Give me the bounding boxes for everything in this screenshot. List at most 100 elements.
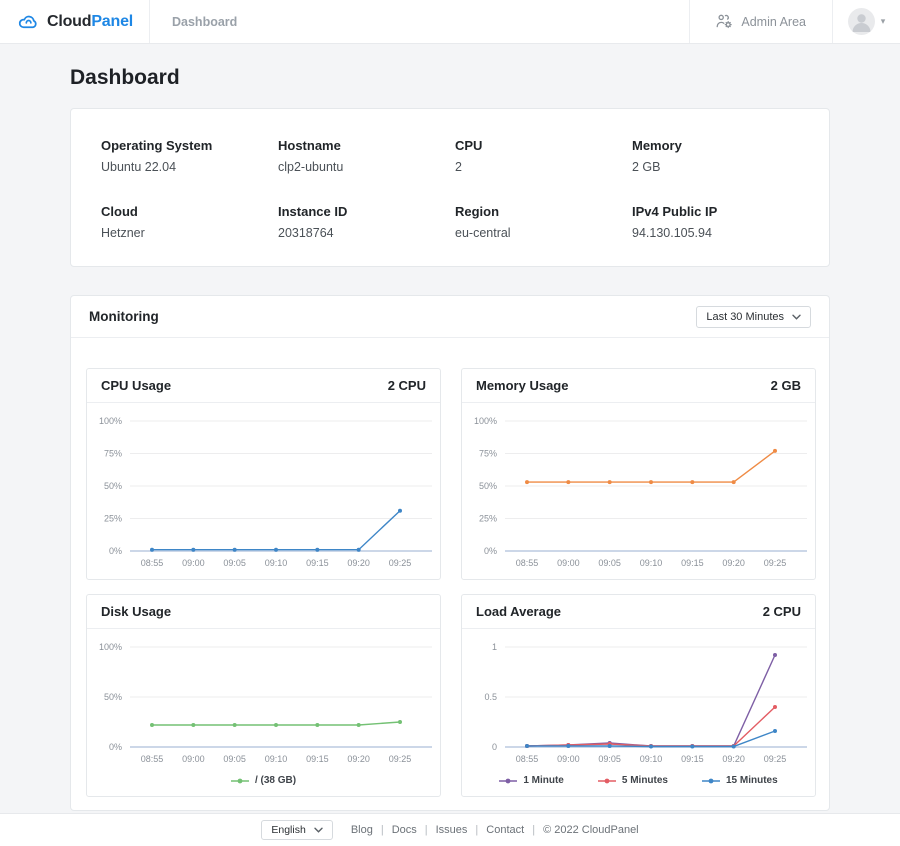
svg-text:09:25: 09:25 bbox=[764, 754, 787, 764]
chart-title: Disk Usage bbox=[101, 604, 172, 619]
legend-line-icon bbox=[499, 777, 518, 785]
chevron-down-icon bbox=[792, 314, 801, 320]
separator: | bbox=[532, 824, 536, 836]
svg-text:09:25: 09:25 bbox=[389, 754, 412, 764]
server-info-field: CPU 2 bbox=[455, 138, 622, 174]
svg-text:09:20: 09:20 bbox=[347, 558, 370, 568]
svg-text:08:55: 08:55 bbox=[141, 754, 164, 764]
copyright: © 2022 CloudPanel bbox=[543, 824, 639, 836]
footer-link-contact[interactable]: Contact bbox=[486, 824, 525, 836]
svg-text:09:10: 09:10 bbox=[265, 754, 288, 764]
footer: English Blog | Docs | Issues | Contact | © 2022 … bbox=[0, 813, 900, 846]
chart-title: Load Average bbox=[476, 604, 562, 619]
info-label: IPv4 Public IP bbox=[632, 204, 718, 219]
svg-text:100%: 100% bbox=[99, 416, 122, 426]
server-info-field: Cloud Hetzner bbox=[101, 204, 268, 240]
svg-text:09:15: 09:15 bbox=[681, 558, 704, 568]
svg-text:08:55: 08:55 bbox=[516, 754, 539, 764]
breadcrumb-dashboard-link[interactable]: Dashboard bbox=[172, 14, 238, 29]
svg-text:0%: 0% bbox=[109, 742, 122, 752]
legend-item: / (38 GB) bbox=[230, 775, 296, 786]
info-label: Region bbox=[455, 204, 500, 219]
info-label: CPU bbox=[455, 138, 483, 153]
time-range-select[interactable]: Last 30 Minutes bbox=[696, 305, 811, 328]
load-average-chart: 0 0.5 1 08:55 09:00 09:05 09:10 09:15 09:20 09:25 bbox=[484, 642, 807, 764]
cloud-logo-icon bbox=[18, 11, 39, 32]
legend-item: 1 Minute bbox=[499, 775, 564, 786]
server-info-field: Operating System Ubuntu 22.04 bbox=[101, 138, 268, 174]
svg-text:100%: 100% bbox=[99, 642, 122, 652]
user-menu[interactable]: ▾ bbox=[832, 0, 900, 43]
svg-text:09:20: 09:20 bbox=[722, 558, 745, 568]
memory-usage-chart-card: Memory Usage 2 GB 0% 25% 50% 75% 100% 08:55 09… bbox=[461, 368, 816, 580]
brand-logo[interactable]: CloudPanel bbox=[0, 0, 150, 43]
chart-meta: 2 GB bbox=[770, 378, 801, 393]
info-value: clp2-ubuntu bbox=[278, 160, 344, 174]
svg-text:09:00: 09:00 bbox=[182, 558, 205, 568]
chart-meta: 2 CPU bbox=[387, 378, 426, 393]
disk-usage-chart-card: Disk Usage 0% 50% 100% 08:55 09:00 09:05 09:10… bbox=[86, 594, 441, 797]
legend-line-icon bbox=[597, 777, 616, 785]
brand-name: CloudPanel bbox=[47, 12, 134, 30]
chart-meta: 2 CPU bbox=[762, 604, 801, 619]
svg-text:09:15: 09:15 bbox=[306, 754, 329, 764]
main-content: Dashboard Operating System Ubuntu 22.04 Ho… bbox=[0, 44, 900, 813]
load-average-chart-card: Load Average 2 CPU 0 0.5 1 08:55 09:00 09:05 0… bbox=[461, 594, 816, 797]
svg-text:25%: 25% bbox=[479, 514, 497, 524]
svg-text:09:15: 09:15 bbox=[306, 558, 329, 568]
admin-area-button[interactable]: Admin Area bbox=[689, 0, 832, 43]
info-label: Operating System bbox=[101, 138, 213, 153]
separator: | bbox=[424, 824, 428, 836]
info-value: Hetzner bbox=[101, 226, 145, 240]
svg-text:09:25: 09:25 bbox=[764, 558, 787, 568]
separator: | bbox=[380, 824, 384, 836]
info-value: 20318764 bbox=[278, 226, 334, 240]
page-title: Dashboard bbox=[70, 66, 180, 89]
svg-text:50%: 50% bbox=[104, 481, 122, 491]
svg-text:08:55: 08:55 bbox=[516, 558, 539, 568]
language-select[interactable]: English bbox=[261, 820, 333, 840]
info-value: 2 bbox=[455, 160, 462, 174]
svg-text:0.5: 0.5 bbox=[484, 692, 497, 702]
svg-text:0%: 0% bbox=[109, 546, 122, 556]
info-value: Ubuntu 22.04 bbox=[101, 160, 177, 174]
charts-grid: CPU Usage 2 CPU 0% 25% 50% 75% 100% 08:55 09:0… bbox=[71, 338, 829, 810]
svg-text:09:25: 09:25 bbox=[389, 558, 412, 568]
server-info-field: Region eu-central bbox=[455, 204, 622, 240]
disk-legend: / (38 GB) bbox=[87, 773, 440, 794]
monitoring-title: Monitoring bbox=[89, 309, 159, 324]
chart-title: CPU Usage bbox=[101, 378, 172, 393]
svg-text:50%: 50% bbox=[479, 481, 497, 491]
info-value: 2 GB bbox=[632, 160, 661, 174]
svg-text:09:00: 09:00 bbox=[182, 754, 205, 764]
svg-text:09:10: 09:10 bbox=[265, 558, 288, 568]
chevron-down-icon: ▾ bbox=[880, 16, 886, 26]
svg-text:50%: 50% bbox=[104, 692, 122, 702]
legend-item: 5 Minutes bbox=[597, 775, 668, 786]
svg-text:25%: 25% bbox=[104, 514, 122, 524]
avatar bbox=[847, 8, 875, 35]
legend-item: 15 Minutes bbox=[702, 775, 778, 786]
info-value: eu-central bbox=[455, 226, 511, 240]
svg-text:09:10: 09:10 bbox=[640, 558, 663, 568]
svg-text:09:10: 09:10 bbox=[640, 754, 663, 764]
svg-text:09:05: 09:05 bbox=[598, 754, 621, 764]
info-label: Instance ID bbox=[278, 204, 348, 219]
svg-text:09:20: 09:20 bbox=[722, 754, 745, 764]
footer-link-docs[interactable]: Docs bbox=[391, 824, 417, 836]
admin-users-gear-icon bbox=[716, 14, 733, 29]
footer-link-issues[interactable]: Issues bbox=[435, 824, 468, 836]
server-info-field: IPv4 Public IP 94.130.105.94 bbox=[632, 204, 799, 240]
admin-area-label: Admin Area bbox=[741, 14, 806, 29]
server-info-field: Hostname clp2-ubuntu bbox=[278, 138, 445, 174]
breadcrumb: Dashboard bbox=[150, 0, 689, 43]
monitoring-card: Monitoring Last 30 Minutes CPU Usage 2 C… bbox=[70, 295, 830, 811]
legend-line-icon bbox=[702, 777, 720, 785]
info-value: 94.130.105.94 bbox=[632, 226, 712, 240]
load-legend: 1 Minute 5 Minutes 15 Minutes bbox=[462, 773, 815, 794]
footer-link-blog[interactable]: Blog bbox=[350, 824, 373, 836]
svg-text:09:20: 09:20 bbox=[347, 754, 370, 764]
svg-text:09:00: 09:00 bbox=[557, 754, 580, 764]
cpu-usage-chart-card: CPU Usage 2 CPU 0% 25% 50% 75% 100% 08:55 09:0… bbox=[86, 368, 441, 580]
info-label: Cloud bbox=[101, 204, 138, 219]
